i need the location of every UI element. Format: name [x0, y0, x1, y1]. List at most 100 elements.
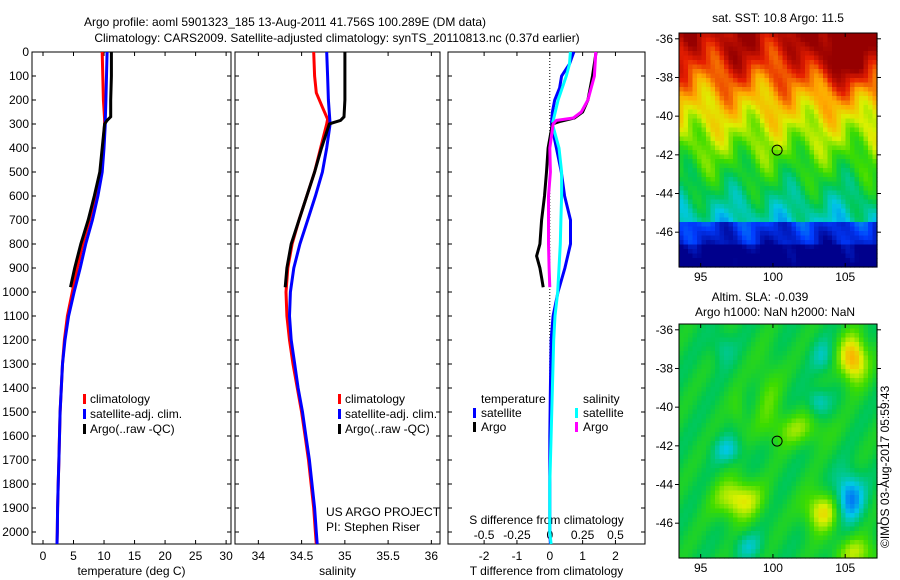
map-cell [760, 364, 766, 370]
map-cell [724, 391, 730, 397]
map-cell [854, 472, 860, 478]
map-cell [724, 123, 730, 129]
map-cell [755, 37, 761, 43]
map-cell [827, 535, 833, 541]
map-cell [796, 123, 802, 129]
map-cell [809, 405, 815, 411]
map-cell [845, 378, 851, 384]
map-cell [701, 145, 707, 151]
map-cell [818, 64, 824, 70]
map-cell [742, 69, 748, 75]
map-cell [697, 226, 703, 232]
map-cell [823, 418, 829, 424]
map-cell [850, 177, 856, 183]
map-cell [715, 369, 721, 375]
map-cell [850, 472, 856, 478]
map-cell [706, 504, 712, 510]
map-cell [764, 114, 770, 120]
map-cell [854, 51, 860, 57]
map-cell [850, 544, 856, 550]
map-cell [719, 262, 725, 268]
map-cell [827, 186, 833, 192]
map-cell [688, 477, 694, 483]
map-cell [724, 96, 730, 102]
map-cell [719, 540, 725, 546]
map-cell [701, 337, 707, 343]
map-cell [737, 262, 743, 268]
map-cell [814, 481, 820, 487]
map-cell [679, 64, 685, 70]
map-cell [872, 105, 878, 111]
map-cell [751, 333, 757, 339]
map-cell [850, 105, 856, 111]
map-cell [872, 504, 878, 510]
map-cell [737, 436, 743, 442]
map-cell [769, 481, 775, 487]
map-cell [724, 217, 730, 223]
map-cell [827, 481, 833, 487]
map-cell [751, 195, 757, 201]
map-cell [706, 55, 712, 61]
y-tick-label: 500 [9, 165, 29, 179]
map-cell [850, 172, 856, 178]
map-subtitle: Argo h1000: NaN h2000: NaN [695, 305, 855, 319]
map-cell [688, 114, 694, 120]
s-tick-label: 0.25 [571, 528, 595, 542]
map-cell [688, 60, 694, 66]
map-cell [872, 195, 878, 201]
map-cell [697, 405, 703, 411]
map-cell [778, 418, 784, 424]
map-cell [854, 346, 860, 352]
map-cell [850, 204, 856, 210]
map-cell [710, 46, 716, 52]
map-cell [859, 531, 865, 537]
map-cell [719, 145, 725, 151]
map-cell [814, 409, 820, 415]
map-cell [800, 450, 806, 456]
map-cell [715, 553, 721, 559]
map-cell [683, 387, 689, 393]
map-cell [701, 235, 707, 241]
map-cell [719, 364, 725, 370]
imos-credit: ©IMOS 03-Aug-2017 05:59:43 [878, 385, 892, 548]
map-cell [683, 364, 689, 370]
map-cell [773, 427, 779, 433]
map-cell [715, 55, 721, 61]
map-cell [796, 240, 802, 246]
map-cell [728, 199, 734, 205]
map-cell [710, 378, 716, 384]
map-cell [827, 490, 833, 496]
map-cell [715, 204, 721, 210]
map-cell [737, 454, 743, 460]
map-cell [728, 109, 734, 115]
map-cell [710, 432, 716, 438]
map-cell [755, 378, 761, 384]
map-cell [859, 540, 865, 546]
map-cell [814, 504, 820, 510]
map-cell [688, 423, 694, 429]
map-cell [805, 222, 811, 228]
y-tick-label: 300 [9, 117, 29, 131]
map-cell [859, 262, 865, 268]
map-cell [832, 73, 838, 79]
map-cell [791, 355, 797, 361]
map-cell [872, 463, 878, 469]
map-cell [701, 177, 707, 183]
map-cell [809, 387, 815, 393]
map-cell [832, 517, 838, 523]
map-cell [814, 37, 820, 43]
map-cell [845, 373, 851, 379]
map-cell [778, 517, 784, 523]
map-cell [692, 364, 698, 370]
map-cell [751, 154, 757, 160]
map-cell [791, 145, 797, 151]
map-cell [715, 405, 721, 411]
map-cell [836, 154, 842, 160]
map-cell [710, 508, 716, 514]
map-cell [728, 526, 734, 532]
map-cell [688, 414, 694, 420]
map-cell [782, 172, 788, 178]
axes-frame [31, 51, 232, 545]
map-cell [751, 244, 757, 250]
map-cell [782, 535, 788, 541]
